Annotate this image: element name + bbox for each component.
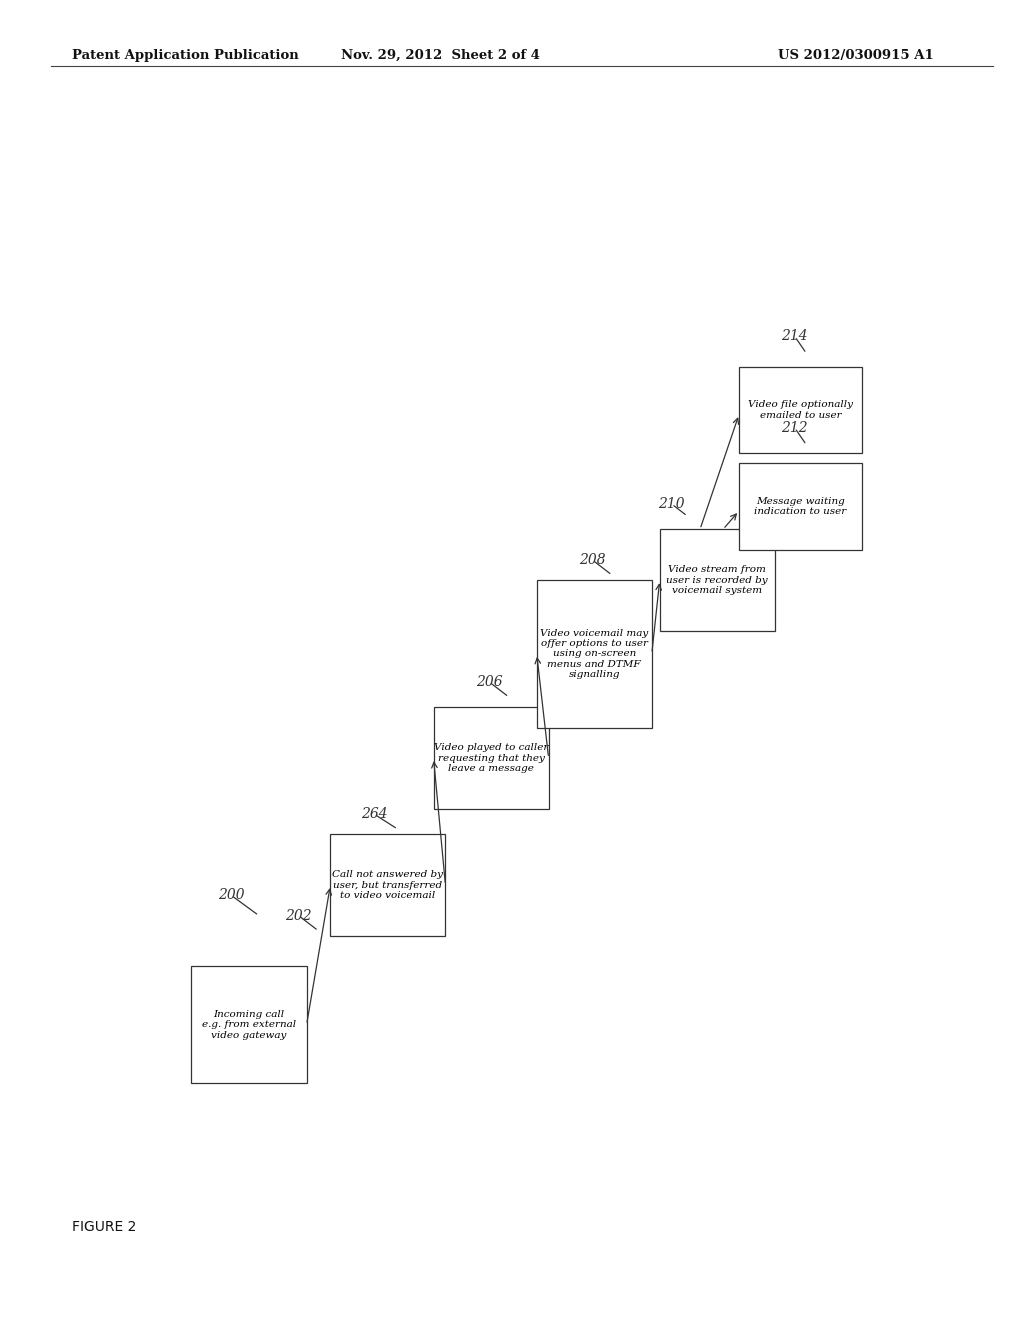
Text: 214: 214 [781,329,808,343]
Text: FIGURE 2: FIGURE 2 [72,1220,136,1234]
Text: US 2012/0300915 A1: US 2012/0300915 A1 [778,49,934,62]
Bar [739,463,862,549]
Text: 264: 264 [360,807,387,821]
Text: Nov. 29, 2012  Sheet 2 of 4: Nov. 29, 2012 Sheet 2 of 4 [341,49,540,62]
Text: 202: 202 [286,908,312,923]
Text: Patent Application Publication: Patent Application Publication [72,49,298,62]
Bar [191,966,306,1084]
Text: Call not answered by
user, but transferred
to video voicemail: Call not answered by user, but transferr… [333,870,443,900]
Text: Incoming call
e.g. from external
video gateway: Incoming call e.g. from external video g… [202,1010,296,1040]
Bar [433,708,549,809]
Text: Video file optionally
emailed to user: Video file optionally emailed to user [749,400,853,420]
Text: Message waiting
indication to user: Message waiting indication to user [755,496,847,516]
Bar [537,581,651,727]
Text: Video voicemail may
offer options to user
using on-screen
menus and DTMF
signall: Video voicemail may offer options to use… [540,628,648,680]
Text: Video stream from
user is recorded by
voicemail system: Video stream from user is recorded by vo… [667,565,768,595]
Text: 210: 210 [658,496,685,511]
Bar [739,367,862,453]
Bar [659,529,775,631]
Text: 208: 208 [579,553,605,566]
Text: 200: 200 [218,888,245,903]
Bar [331,834,445,936]
Text: 212: 212 [781,421,808,434]
Text: 206: 206 [476,675,503,689]
Text: Video played to caller
requesting that they
leave a message: Video played to caller requesting that t… [434,743,548,774]
